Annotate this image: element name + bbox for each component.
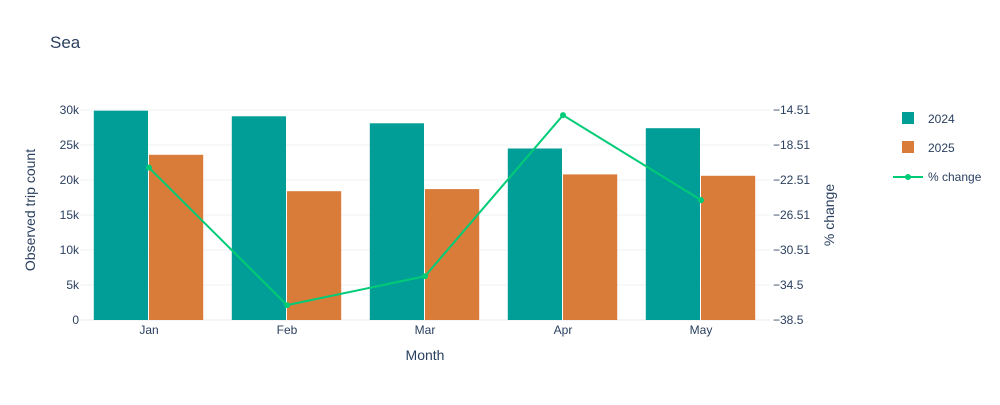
y2-tick-label: −22.51 bbox=[773, 173, 810, 187]
y2-tick-label: −26.51 bbox=[773, 208, 810, 222]
y2-tick-label: −38.5 bbox=[773, 313, 804, 327]
y-tick-label: 5k bbox=[66, 278, 80, 292]
legend-label-2024: 2024 bbox=[928, 111, 955, 126]
y-axis-title: Observed trip count bbox=[22, 149, 38, 271]
point-pct-change-Apr bbox=[560, 112, 566, 119]
bar-2025-Mar bbox=[425, 189, 480, 320]
y-tick-label: 20k bbox=[60, 173, 80, 187]
x-tick-label: Apr bbox=[554, 323, 573, 337]
y2-tick-label: −30.51 bbox=[773, 243, 810, 257]
legend-label-pct-change: % change bbox=[928, 169, 982, 184]
point-pct-change-Mar bbox=[422, 273, 428, 280]
point-pct-change-Jan bbox=[146, 164, 152, 171]
x-tick-label: Mar bbox=[415, 323, 436, 337]
y-tick-label: 25k bbox=[60, 138, 80, 152]
chart-title: Sea bbox=[50, 33, 81, 52]
bar-2025-Apr bbox=[563, 174, 618, 320]
x-tick-label: Jan bbox=[139, 323, 158, 337]
x-tick-label: May bbox=[690, 323, 713, 337]
y2-tick-label: −18.51 bbox=[773, 138, 810, 152]
y2-tick-label: −34.5 bbox=[773, 278, 804, 292]
y-tick-label: 15k bbox=[60, 208, 80, 222]
legend-swatch-2025 bbox=[893, 140, 923, 155]
legend-swatch-pct-change bbox=[893, 170, 923, 184]
bar-2024-Feb bbox=[231, 116, 286, 320]
bar-2024-May bbox=[645, 128, 700, 320]
x-axis-title: Month bbox=[406, 347, 445, 363]
legend-swatch-2024 bbox=[893, 111, 923, 126]
bar-2025-Feb bbox=[287, 191, 342, 320]
bar-2025-Jan bbox=[149, 154, 204, 320]
y-tick-label: 10k bbox=[60, 243, 80, 257]
legend-item-pct-change[interactable]: % change bbox=[893, 162, 981, 191]
point-pct-change-Feb bbox=[284, 302, 290, 309]
y2-tick-label: −14.51 bbox=[773, 103, 810, 117]
x-tick-label: Feb bbox=[277, 323, 298, 337]
legend[interactable]: 2024 2025 % change bbox=[893, 104, 981, 191]
bar-2024-Apr bbox=[507, 148, 562, 320]
y2-axis-title: % change bbox=[821, 184, 837, 246]
legend-item-2025[interactable]: 2025 bbox=[893, 133, 981, 162]
bar-2024-Mar bbox=[369, 123, 424, 320]
y-tick-label: 30k bbox=[60, 103, 80, 117]
legend-item-2024[interactable]: 2024 bbox=[893, 104, 981, 133]
y-tick-label: 0 bbox=[72, 313, 79, 327]
legend-label-2025: 2025 bbox=[928, 140, 955, 155]
point-pct-change-May bbox=[698, 197, 704, 204]
bar-2025-May bbox=[701, 175, 756, 320]
bar-2024-Jan bbox=[93, 110, 148, 320]
